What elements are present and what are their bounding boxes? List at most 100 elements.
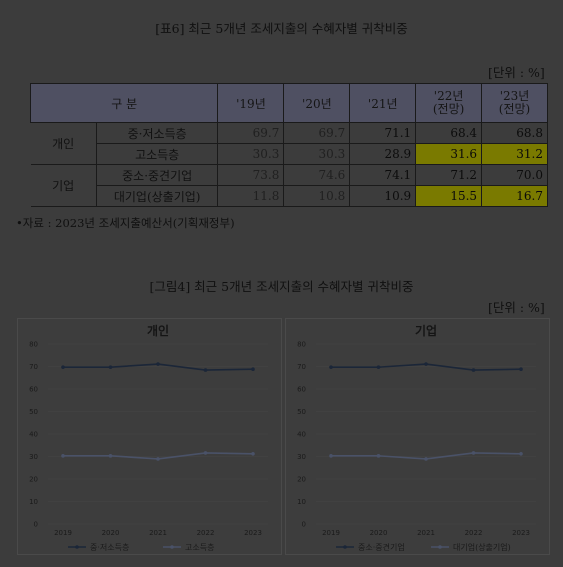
data-point <box>519 452 523 456</box>
data-point <box>471 451 476 455</box>
chart-title: 개인 <box>147 323 169 338</box>
table-cell-highlight: 16.7 <box>481 185 548 207</box>
table-cell: 28.9 <box>349 143 417 165</box>
table-row: 대기업(상출기업) 11.8 10.8 10.9 15.5 16.7 <box>31 185 548 207</box>
x-tick-label: 2023 <box>512 529 530 537</box>
data-point <box>156 457 160 461</box>
table-cell: 74.1 <box>349 164 417 186</box>
table-cell-highlight: 31.6 <box>415 143 483 165</box>
y-tick-label: 20 <box>29 476 38 484</box>
y-tick-label: 30 <box>297 453 306 461</box>
legend-label: 고소득층 <box>185 543 214 552</box>
y-tick-label: 0 <box>34 521 38 529</box>
header-year: '20년 <box>283 83 351 123</box>
x-tick-label: 2019 <box>322 529 340 537</box>
row-label: 대기업(상출기업) <box>95 185 219 207</box>
data-point <box>424 457 428 461</box>
legend-marker <box>438 545 442 549</box>
legend-label: 중·저소득층 <box>90 543 129 552</box>
header-year: '23년 (전망) <box>481 83 548 123</box>
table-cell: 70.0 <box>481 164 548 186</box>
table-row: 기업 중소·중견기업 73.8 74.6 74.1 71.2 70.0 <box>30 164 548 207</box>
table-cell: 68.4 <box>415 122 483 144</box>
x-tick-label: 2022 <box>465 529 483 537</box>
data-point <box>424 362 428 366</box>
data-point <box>251 367 255 371</box>
table-cell: 11.8 <box>217 185 285 207</box>
y-tick-label: 70 <box>29 363 38 371</box>
y-tick-label: 40 <box>29 431 38 439</box>
table-cell: 68.8 <box>481 122 548 144</box>
data-point <box>61 365 65 369</box>
data-point <box>329 365 333 369</box>
y-tick-label: 10 <box>29 498 38 506</box>
y-tick-label: 60 <box>29 386 38 394</box>
data-point <box>329 454 333 458</box>
y-tick-label: 50 <box>297 408 306 416</box>
data-point <box>376 365 381 369</box>
header-year: '22년 (전망) <box>415 83 483 123</box>
table-cell: 73.8 <box>217 164 285 186</box>
y-tick-label: 20 <box>297 476 306 484</box>
table-cell: 69.7 <box>217 122 285 144</box>
header-year: '19년 <box>217 83 285 123</box>
x-tick-label: 2022 <box>197 529 215 537</box>
data-point <box>108 454 113 458</box>
y-tick-label: 40 <box>297 431 306 439</box>
table-cell: 71.2 <box>415 164 483 186</box>
header-category: 구 분 <box>29 83 219 123</box>
table-cell: 71.1 <box>349 122 417 144</box>
y-tick-label: 0 <box>302 521 306 529</box>
data-point <box>203 451 208 455</box>
legend-marker <box>343 545 347 549</box>
y-tick-label: 10 <box>297 498 306 506</box>
table-header-row: 구 분 '19년 '20년 '21년 '22년 (전망) '23년 (전망) <box>29 83 548 123</box>
group-label: 기업 <box>30 164 97 207</box>
chart-panel-business: 기업 0 10 20 30 40 50 60 70 80 2019 2020 2021 2022 2023 중… <box>285 318 550 555</box>
legend-marker <box>170 545 174 549</box>
table-cell: 30.3 <box>217 143 285 165</box>
x-tick-label: 2020 <box>370 529 388 537</box>
row-label: 중·저소득층 <box>95 122 219 144</box>
table-title: [표6] 최근 5개년 조세지출의 수혜자별 귀착비중 <box>155 21 408 36</box>
x-tick-label: 2023 <box>244 529 262 537</box>
chart-title: 기업 <box>415 323 437 338</box>
data-point <box>519 367 523 371</box>
chart-panel-individual: 개인 0 10 20 30 40 50 60 70 80 2019 2020 2021 2022 2023 중… <box>17 318 282 555</box>
table-cell: 10.8 <box>283 185 351 207</box>
row-label: 중소·중견기업 <box>95 164 219 186</box>
table-cell: 30.3 <box>283 143 351 165</box>
legend-label: 중소·중견기업 <box>358 542 405 552</box>
data-point <box>108 365 113 369</box>
line-chart-business: 기업 0 10 20 30 40 50 60 70 80 2019 2020 2021 2022 2023 중… <box>297 323 536 552</box>
data-table: 구 분 '19년 '20년 '21년 '22년 (전망) '23년 (전망) 개… <box>29 83 548 207</box>
source-note: •자료 : 2023년 조세지출예산서(기획재정부) <box>16 216 235 230</box>
header-year: '21년 <box>349 83 417 123</box>
x-tick-label: 2020 <box>102 529 120 537</box>
x-tick-label: 2021 <box>417 529 435 537</box>
table-row: 개인 중·저소득층 69.7 69.7 71.1 68.4 68.8 <box>30 122 548 165</box>
figure-unit: [단위 : %] <box>488 300 545 315</box>
y-tick-label: 70 <box>297 363 306 371</box>
data-point <box>471 368 476 372</box>
data-point <box>156 362 160 366</box>
y-tick-label: 80 <box>297 341 306 349</box>
data-point <box>376 454 381 458</box>
table-cell: 10.9 <box>349 185 417 207</box>
data-point <box>251 452 255 456</box>
x-tick-label: 2019 <box>54 529 72 537</box>
legend-marker <box>75 545 79 549</box>
table-row: 고소득층 30.3 30.3 28.9 31.6 31.2 <box>31 143 548 165</box>
line-chart-individual: 개인 0 10 20 30 40 50 60 70 80 2019 2020 2021 2022 2023 중… <box>29 323 268 552</box>
table-unit: [단위 : %] <box>488 65 545 80</box>
group-label: 개인 <box>30 122 97 165</box>
x-tick-label: 2021 <box>149 529 167 537</box>
y-tick-label: 80 <box>29 341 38 349</box>
y-tick-label: 30 <box>29 453 38 461</box>
data-point <box>203 368 208 372</box>
legend-label: 대기업(상출기업) <box>453 542 511 552</box>
table-cell-highlight: 15.5 <box>415 185 483 207</box>
y-tick-label: 60 <box>297 386 306 394</box>
table-cell: 74.6 <box>283 164 351 186</box>
row-label: 고소득층 <box>95 143 219 165</box>
